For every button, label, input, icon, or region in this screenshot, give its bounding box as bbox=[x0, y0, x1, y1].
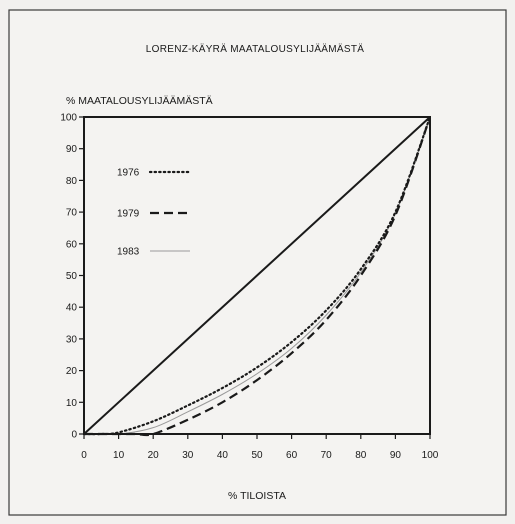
series-lines bbox=[82, 115, 432, 437]
x-tick-label: 90 bbox=[390, 450, 402, 461]
series-line-1979 bbox=[84, 116, 432, 437]
legend-label-1976: 1976 bbox=[117, 168, 140, 179]
y-tick-label: 100 bbox=[60, 113, 77, 124]
x-tick-label: 80 bbox=[355, 450, 367, 461]
series-line-1976 bbox=[82, 115, 432, 436]
x-tick-label: 100 bbox=[422, 450, 439, 461]
y-tick-label: 50 bbox=[66, 271, 78, 282]
x-tick-label: 10 bbox=[113, 450, 125, 461]
plot-area-border bbox=[83, 116, 431, 435]
legend-label-1983: 1983 bbox=[117, 247, 140, 258]
y-tick-label: 80 bbox=[66, 176, 78, 187]
y-axis-label: % MAATALOUSYLIJÄÄMÄSTÄ bbox=[66, 95, 213, 107]
x-axis-label: % TILOISTA bbox=[228, 490, 286, 502]
y-tick-label: 90 bbox=[66, 144, 78, 155]
series-line-equality-diagonal bbox=[83, 116, 431, 435]
y-tick-label: 60 bbox=[66, 239, 78, 250]
legend-label-1979: 1979 bbox=[117, 209, 140, 220]
x-tick-label: 70 bbox=[321, 450, 333, 461]
x-tick-label: 40 bbox=[217, 450, 229, 461]
legend: 1976 1979 1983 bbox=[117, 168, 192, 258]
y-tick-label: 0 bbox=[71, 430, 77, 441]
y-tick-label: 30 bbox=[66, 334, 78, 345]
figure-frame bbox=[8, 9, 507, 516]
x-tick-label: 50 bbox=[251, 450, 263, 461]
y-tick-label: 20 bbox=[66, 366, 78, 377]
x-tick-label: 0 bbox=[81, 450, 87, 461]
x-tick-label: 20 bbox=[148, 450, 160, 461]
y-tick-label: 10 bbox=[66, 398, 78, 409]
x-tick-label: 60 bbox=[286, 450, 298, 461]
y-tick-label: 70 bbox=[66, 208, 78, 219]
x-tick-label: 30 bbox=[182, 450, 194, 461]
chart-title: LORENZ-KÄYRÄ MAATALOUSYLIJÄÄMÄSTÄ bbox=[146, 43, 364, 55]
y-tick-label: 40 bbox=[66, 303, 78, 314]
